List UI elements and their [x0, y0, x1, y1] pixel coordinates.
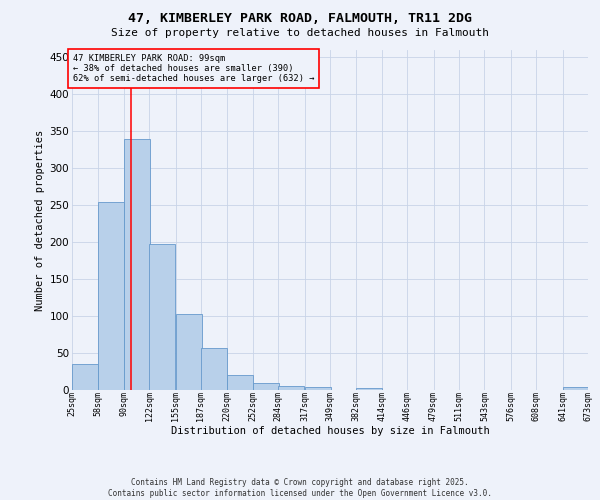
Bar — [563, 387, 589, 390]
Bar — [98, 202, 124, 390]
Bar — [356, 388, 382, 390]
Bar — [253, 382, 279, 390]
X-axis label: Distribution of detached houses by size in Falmouth: Distribution of detached houses by size … — [170, 426, 490, 436]
Bar — [124, 138, 150, 390]
Bar — [201, 348, 227, 390]
Bar — [305, 387, 331, 390]
Y-axis label: Number of detached properties: Number of detached properties — [35, 130, 46, 310]
Text: 47, KIMBERLEY PARK ROAD, FALMOUTH, TR11 2DG: 47, KIMBERLEY PARK ROAD, FALMOUTH, TR11 … — [128, 12, 472, 26]
Bar — [72, 364, 98, 390]
Bar — [278, 386, 304, 390]
Text: Contains HM Land Registry data © Crown copyright and database right 2025.
Contai: Contains HM Land Registry data © Crown c… — [108, 478, 492, 498]
Bar — [227, 375, 253, 390]
Bar — [149, 244, 175, 390]
Text: Size of property relative to detached houses in Falmouth: Size of property relative to detached ho… — [111, 28, 489, 38]
Bar — [176, 314, 202, 390]
Text: 47 KIMBERLEY PARK ROAD: 99sqm
← 38% of detached houses are smaller (390)
62% of : 47 KIMBERLEY PARK ROAD: 99sqm ← 38% of d… — [73, 54, 314, 84]
